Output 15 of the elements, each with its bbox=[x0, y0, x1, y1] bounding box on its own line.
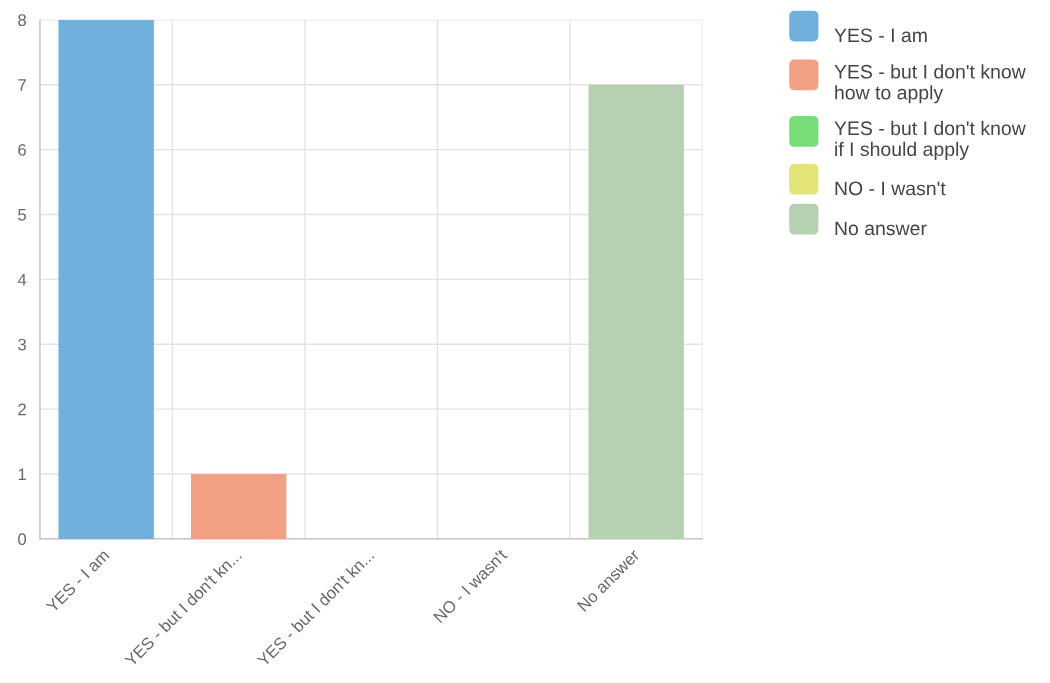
x-tick-label: YES - I am bbox=[45, 548, 110, 614]
legend-label: YES - but I don't know how to apply bbox=[834, 64, 1026, 104]
y-tick-label: 8 bbox=[18, 14, 26, 27]
legend-label: YES - but I don't know if I should apply bbox=[834, 120, 1026, 160]
y-tick-label: 7 bbox=[18, 79, 26, 91]
y-tick-label: 3 bbox=[18, 338, 26, 351]
y-tick-label: 4 bbox=[17, 273, 27, 286]
y-tick-label: 0 bbox=[18, 533, 27, 546]
y-tick-label: 6 bbox=[18, 143, 26, 156]
y-tick-label: 5 bbox=[18, 209, 27, 221]
y-tick-label: 2 bbox=[18, 403, 26, 416]
legend-label: No answer bbox=[835, 221, 927, 236]
y-tick-label: 1 bbox=[18, 468, 26, 481]
legend-label: NO - I wasn't bbox=[835, 181, 946, 196]
legend-label: YES - I am bbox=[834, 28, 927, 43]
